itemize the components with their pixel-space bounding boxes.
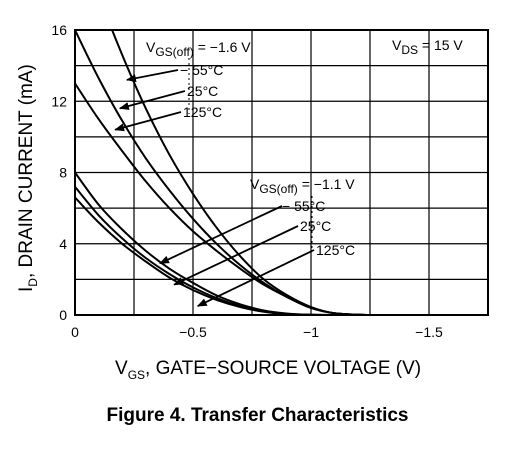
- y-tick-label: 16: [51, 22, 67, 38]
- x-tick-label: −0.5: [179, 324, 207, 340]
- group2-header: VGS(off) = −1.1 V: [250, 176, 355, 196]
- y-axis-title: ID, DRAIN CURRENT (mA): [16, 64, 40, 292]
- x-tick-label: 0: [71, 324, 79, 340]
- group1-header: VGS(off) = −1.6 V: [146, 39, 251, 59]
- group1-label-125: 125°C: [183, 104, 222, 120]
- group2-annotation: VGS(off) = −1.1 V − 55°C 25°C 125°C: [250, 176, 355, 258]
- callout-arrow-group2-minus55c: [159, 205, 283, 265]
- plot-frame: [74, 29, 489, 316]
- group1-annotation: VGS(off) = −1.6 V − 55°C 25°C 125°C: [146, 39, 251, 120]
- x-axis-title: VGS, GATE−SOURCE VOLTAGE (V): [115, 358, 421, 382]
- figure-caption: Figure 4. Transfer Characteristics: [106, 405, 409, 426]
- condition-label: VDS = 15 V: [392, 37, 463, 57]
- group2-label-m55: − 55°C: [282, 198, 325, 214]
- x-tick-label: −1: [303, 324, 319, 340]
- transfer-characteristics-chart: 0 −0.5 −1 −1.5 0 4 8 12 16 VGS(off) = −1.6 V − 5…: [16, 22, 489, 382]
- group1-label-m55: − 55°C: [180, 62, 223, 78]
- callout-arrow-group2-125c: [196, 249, 315, 307]
- group1-label-25: 25°C: [187, 83, 218, 99]
- callout-arrow-group2-25c: [173, 225, 299, 286]
- callout-arrow-group1-25c: [118, 90, 186, 110]
- x-tick-label: −1.5: [415, 324, 443, 340]
- curve-group1-125c: [75, 82, 368, 315]
- group2-label-125: 125°C: [316, 242, 355, 258]
- y-tick-label: 0: [59, 307, 67, 323]
- y-tick-label: 12: [51, 93, 67, 109]
- y-tick-label: 4: [59, 236, 67, 252]
- y-tick-label: 8: [59, 165, 67, 181]
- tick-labels: 0 −0.5 −1 −1.5 0 4 8 12 16: [51, 22, 443, 340]
- group2-label-25: 25°C: [300, 218, 331, 234]
- callout-arrows: [114, 69, 315, 307]
- curves: [75, 30, 368, 315]
- callout-arrow-group1-minus55c: [125, 69, 179, 83]
- grid-lines: [75, 30, 488, 315]
- callout-arrow-group1-125c: [114, 111, 182, 132]
